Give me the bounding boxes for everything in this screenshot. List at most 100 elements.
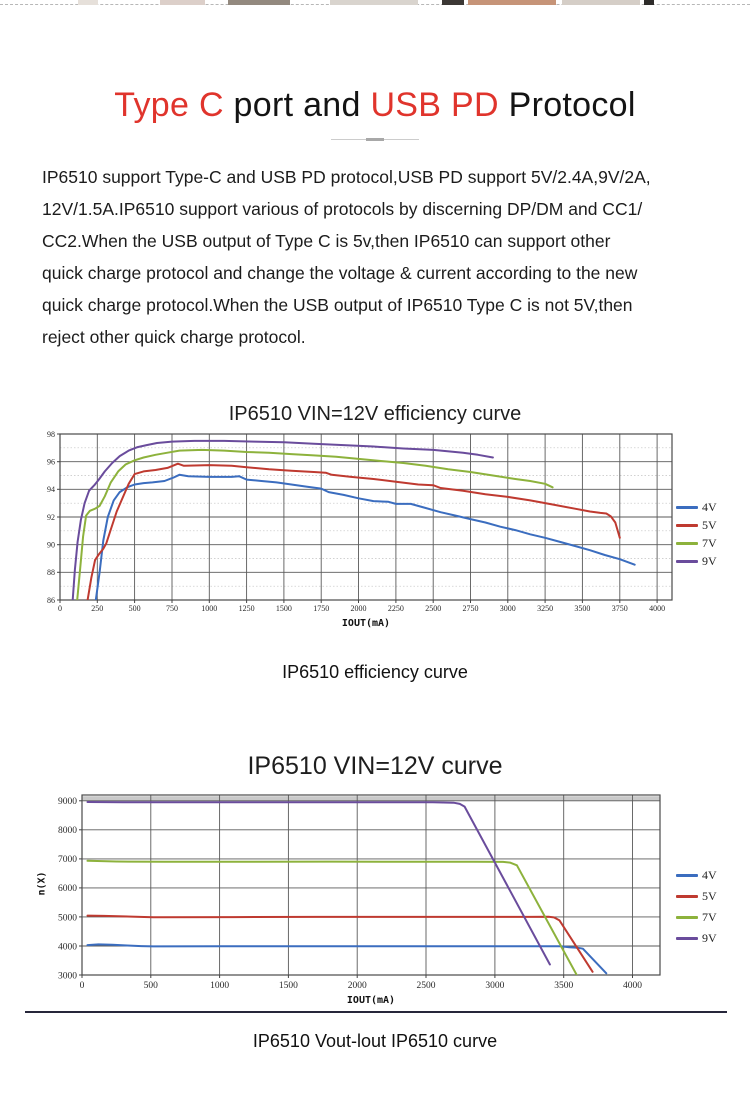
legend-swatch [676, 541, 698, 545]
svg-text:86: 86 [47, 596, 55, 605]
image-fragment [468, 0, 556, 5]
paragraph-line: quick charge protocol.When the USB outpu… [42, 295, 633, 315]
divider-accent [366, 138, 384, 141]
svg-text:750: 750 [166, 604, 178, 613]
legend-label: 9V [702, 931, 717, 945]
legend-swatch [676, 915, 698, 919]
chart1-legend: 4V 5V 7V 9V [676, 501, 717, 567]
chart2-plot: 0 500 1000 1500 2000 2500 3000 3500 4000 3000 4000… [58, 794, 661, 991]
svg-text:2750: 2750 [463, 604, 479, 613]
image-fragment [78, 0, 98, 5]
svg-text:6000: 6000 [58, 884, 77, 894]
legend-swatch [676, 936, 698, 940]
chart2-bottom-border [25, 1011, 727, 1013]
paragraph-line: reject other quick charge protocol. [42, 327, 306, 347]
svg-text:92: 92 [47, 513, 55, 522]
svg-text:2500: 2500 [417, 981, 436, 991]
series-9v [86, 801, 551, 966]
legend-item-9v: 9V [676, 932, 717, 944]
paragraph-line: IP6510 support Type-C and USB PD protoco… [42, 167, 651, 187]
chart2-caption: IP6510 Vout-lout IP6510 curve [252, 1031, 498, 1051]
legend-item-7v: 7V [676, 911, 717, 923]
divider-line [331, 138, 419, 141]
series-9v [71, 439, 494, 600]
title-segment: Protocol [498, 86, 636, 124]
series-5v [86, 914, 594, 973]
svg-text:1250: 1250 [239, 604, 255, 613]
highlight-band [82, 796, 660, 801]
chart1-caption: IP6510 efficiency curve [282, 662, 468, 682]
title-segment: Type C [114, 86, 224, 124]
legend-swatch [676, 505, 698, 509]
svg-text:250: 250 [91, 604, 103, 613]
legend-label: 9V [702, 554, 717, 568]
svg-text:2250: 2250 [388, 604, 404, 613]
chart1-xlabel: IOUT(mA) [341, 618, 391, 629]
chart2-legend: 4V 5V 7V 9V [676, 869, 717, 944]
chart1-plot: 0 250 500 750 1000 1250 1500 1750 2000 2250 2500 27… [47, 430, 673, 613]
legend-item-9v: 9V [676, 555, 717, 567]
svg-text:4000: 4000 [649, 604, 665, 613]
image-fragment [228, 0, 290, 5]
image-fragment [644, 0, 654, 5]
paragraph-line: quick charge protocol and change the vol… [42, 263, 638, 283]
svg-text:0: 0 [80, 981, 85, 991]
legend-swatch [676, 873, 698, 877]
svg-text:500: 500 [129, 604, 141, 613]
legend-swatch [676, 894, 698, 898]
svg-text:7000: 7000 [58, 855, 77, 865]
title-segment: USB PD [370, 86, 499, 124]
svg-text:3000: 3000 [500, 604, 516, 613]
legend-label: 7V [702, 536, 717, 550]
series-4v [94, 473, 636, 600]
svg-text:94: 94 [47, 485, 55, 494]
description-paragraph: IP6510 support Type-C and USB PD protoco… [42, 161, 732, 353]
legend-item-4v: 4V [676, 501, 717, 513]
series-7v [86, 859, 578, 975]
svg-text:90: 90 [47, 541, 55, 550]
legend-item-5v: 5V [676, 519, 717, 531]
top-image-strip [0, 0, 750, 8]
svg-text:2000: 2000 [351, 604, 367, 613]
svg-text:5000: 5000 [58, 913, 77, 923]
chart2-title: IP6510 VIN=12V curve [247, 752, 503, 780]
svg-text:96: 96 [47, 458, 55, 467]
svg-text:1750: 1750 [313, 604, 329, 613]
svg-text:3250: 3250 [537, 604, 553, 613]
axis-ticks-and-labels: 0 250 500 750 1000 1250 1500 1750 2000 2250 2500 27… [47, 430, 665, 613]
series-4v [86, 943, 608, 975]
legend-label: 5V [702, 518, 717, 532]
plot-border [81, 794, 661, 976]
legend-item-7v: 7V [676, 537, 717, 549]
image-fragment [330, 0, 418, 5]
legend-item-5v: 5V [676, 890, 717, 902]
svg-text:4000: 4000 [623, 981, 642, 991]
svg-text:1000: 1000 [210, 981, 229, 991]
svg-text:3000: 3000 [485, 981, 504, 991]
chart1-title: IP6510 VIN=12V efficiency curve [228, 403, 522, 425]
svg-text:1000: 1000 [201, 604, 217, 613]
svg-text:3500: 3500 [574, 604, 590, 613]
svg-text:8000: 8000 [58, 826, 77, 836]
image-fragment [160, 0, 205, 5]
svg-text:3000: 3000 [58, 971, 77, 981]
legend-label: 7V [702, 910, 717, 924]
paragraph-line: CC2.When the USB output of Type C is 5v,… [42, 231, 611, 251]
svg-text:500: 500 [144, 981, 159, 991]
image-fragment [442, 0, 464, 5]
legend-label: 4V [702, 500, 717, 514]
series-5v [86, 462, 621, 600]
svg-text:2000: 2000 [348, 981, 367, 991]
page-title: Type C port and USB PD Protocol [0, 86, 750, 125]
image-fragment [562, 0, 640, 5]
legend-label: 4V [702, 868, 717, 882]
gridlines [60, 434, 672, 600]
svg-text:2500: 2500 [425, 604, 441, 613]
title-segment: port and [223, 86, 371, 124]
series-7v [76, 448, 554, 600]
svg-text:88: 88 [47, 568, 55, 577]
svg-text:0: 0 [58, 604, 62, 613]
svg-text:3750: 3750 [612, 604, 628, 613]
svg-text:9000: 9000 [58, 797, 77, 807]
chart2-xlabel: IOUT(mA) [346, 995, 396, 1006]
